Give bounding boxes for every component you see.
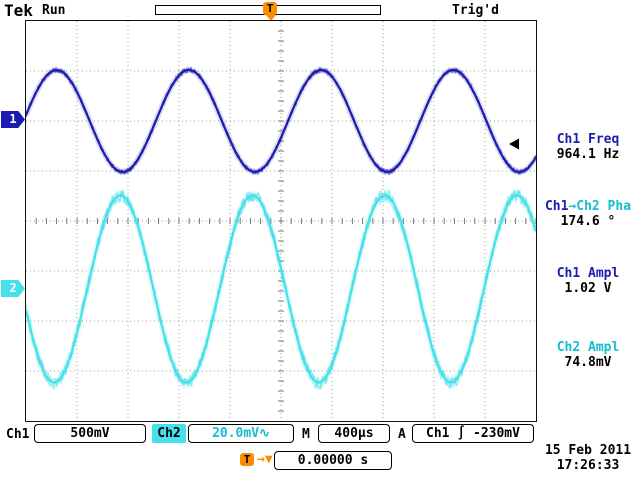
measurement-4: Ch2 Ampl 74.8mV	[536, 340, 640, 370]
measurement-value: 174.6 °	[536, 214, 640, 229]
trigger-source: Ch1	[426, 426, 449, 441]
measurement-1: Ch1 Freq 964.1 Hz	[536, 132, 640, 162]
measurement-label: Ch1 Ampl	[536, 266, 640, 281]
measurement-2: Ch1→Ch2 Pha 174.6 °	[536, 199, 640, 229]
measurement-value: 74.8mV	[536, 355, 640, 370]
ch2-position-marker: 2	[1, 280, 25, 297]
acquisition-status: Run	[42, 3, 65, 18]
trigger-position-footer-icon: T	[240, 453, 254, 466]
rising-edge-icon: ∫	[457, 426, 465, 441]
graticule	[25, 20, 537, 422]
ch2-label: Ch2	[152, 424, 186, 443]
measurement-value: 1.02 V	[536, 281, 640, 296]
measurement-label: Ch1 Freq	[536, 132, 640, 147]
ch2-scale-readout: 20.0mV∿	[188, 424, 294, 443]
oscilloscope-screen: Tek Run T Trig'd T 1 2 Ch1 500mV Ch2 20.…	[0, 0, 640, 480]
ch1-scale-readout: 500mV	[34, 424, 146, 443]
timebase-label: M	[302, 427, 310, 442]
time-readout: 17:26:33	[536, 458, 640, 473]
trigger-level-arrow-icon	[509, 139, 519, 150]
trigger-position-icon: T	[263, 2, 277, 15]
trigger-arrow-icon: →▼	[257, 452, 273, 467]
measurement-value: 964.1 Hz	[536, 147, 640, 162]
trigger-status: Trig'd	[452, 3, 499, 18]
measurement-label: Ch2 Ampl	[536, 340, 640, 355]
tek-logo: Tek	[4, 1, 33, 20]
ch1-label: Ch1	[6, 427, 29, 442]
date-readout: 15 Feb 2011	[536, 443, 640, 458]
ch1-position-marker: 1	[1, 111, 25, 128]
measurement-label: Ch1→Ch2 Pha	[536, 199, 640, 214]
trigger-readout: Ch1 ∫ -230mV	[412, 424, 534, 443]
waveform-plot	[26, 21, 536, 421]
horizontal-position-readout: 0.00000 s	[274, 451, 392, 470]
trigger-level: -230mV	[473, 426, 520, 441]
timebase-readout: 400µs	[318, 424, 390, 443]
trigger-mode-label: A	[398, 427, 406, 442]
measurement-3: Ch1 Ampl 1.02 V	[536, 266, 640, 296]
